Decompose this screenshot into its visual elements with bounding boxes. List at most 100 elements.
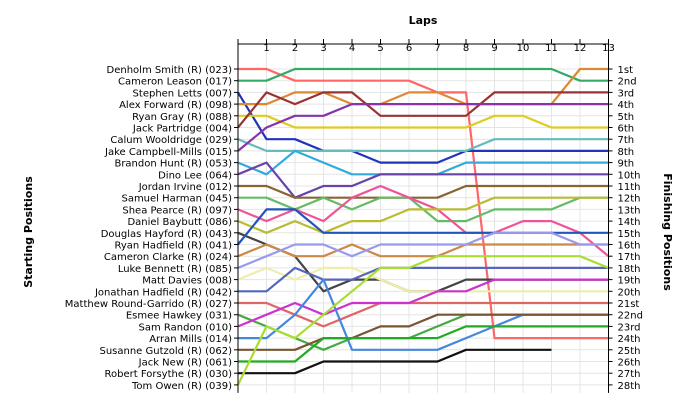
finishing-position-label: 21st — [618, 299, 640, 310]
finishing-position-label: 5th — [618, 112, 635, 123]
starting-position-labels: Denholm Smith (R) (023)Cameron Leason (0… — [65, 65, 232, 392]
lap-tick-label: 9 — [491, 43, 497, 54]
finishing-position-label: 28th — [618, 381, 641, 392]
series-line — [238, 266, 609, 293]
series-line — [237, 266, 609, 293]
driver-label: Ryan Gray (R) (088) — [132, 112, 232, 123]
driver-label: Jonathan Hadfield (R) (042) — [94, 287, 232, 298]
driver-label: Matthew Round-Garrido (R) (027) — [65, 299, 232, 310]
driver-label: Daniel Baybutt (086) — [127, 217, 232, 228]
lap-tick-label: 2 — [292, 43, 298, 54]
series-line — [238, 313, 609, 351]
driver-label: Jake Campbell-Mills (015) — [104, 147, 232, 158]
lap-tick-labels: 1 2 3 4 5 6 7 8 9 10 11 12 13 — [263, 43, 615, 54]
lap-tick-label: 10 — [517, 43, 530, 54]
finishing-position-label: 19th — [618, 276, 641, 287]
driver-label: Stephen Letts (007) — [133, 88, 233, 99]
finishing-position-label: 8th — [618, 147, 635, 158]
finishing-position-label: 16th — [618, 241, 641, 252]
series-line — [238, 114, 609, 129]
finishing-position-label: 11th — [618, 182, 641, 193]
driver-label: Luke Bennett (R) (085) — [118, 264, 232, 275]
series-lines — [237, 67, 610, 386]
series-line — [238, 184, 609, 199]
lap-tick-label: 3 — [320, 43, 326, 54]
finishing-position-label: 15th — [618, 229, 641, 240]
finishing-position-label: 2nd — [618, 77, 637, 88]
series-line — [237, 102, 609, 152]
series-line — [237, 231, 609, 269]
driver-label: Robert Forsythe (R) (030) — [105, 369, 233, 380]
driver-label: Jack New (R) (061) — [138, 358, 232, 369]
finishing-position-label: 22nd — [618, 311, 643, 322]
series-line — [238, 325, 609, 363]
lap-tick-label: 11 — [545, 43, 558, 54]
series-line — [237, 91, 609, 129]
series-line — [237, 278, 609, 328]
driver-label: Jack Partridge (004) — [132, 124, 232, 135]
series-line — [237, 255, 609, 386]
finishing-position-label: 25th — [618, 346, 641, 357]
driver-label: Cameron Leason (017) — [118, 77, 232, 88]
y-axis-title-right: Finishing Positions — [661, 173, 674, 291]
series-line — [237, 138, 609, 152]
finishing-position-label: 23rd — [618, 322, 641, 333]
series-line — [238, 301, 609, 328]
finishing-position-label: 17th — [618, 252, 641, 263]
driver-label: Samuel Harman (045) — [121, 194, 232, 205]
series-line — [237, 184, 610, 258]
finishing-position-label: 14th — [618, 217, 641, 228]
finishing-position-label: 24th — [618, 334, 641, 345]
finishing-position-label: 20th — [618, 287, 641, 298]
finishing-position-label: 27th — [618, 369, 641, 380]
driver-label: Jordan Irvine (012) — [138, 182, 232, 193]
driver-label: Ryan Hadfield (R) (041) — [114, 241, 232, 252]
driver-label: Shea Pearce (R) (097) — [122, 205, 232, 216]
axes — [234, 39, 613, 393]
lap-tick-label: 1 — [263, 43, 269, 54]
chart-title: Laps — [409, 14, 438, 27]
finishing-position-label: 3rd — [618, 88, 635, 99]
series-line — [238, 67, 609, 340]
driver-label: Dino Lee (064) — [158, 170, 232, 181]
y-axis-title-left: Starting Positions — [22, 176, 35, 288]
lap-tick-label: 4 — [349, 43, 355, 54]
lap-tick-label: 12 — [574, 43, 587, 54]
driver-label: Tom Owen (R) (039) — [131, 381, 232, 392]
driver-label: Cameron Clarke (R) (024) — [104, 252, 232, 263]
series-line — [237, 243, 609, 258]
driver-label: Alex Forward (R) (098) — [119, 100, 232, 111]
lap-tick-label: 13 — [602, 43, 615, 54]
driver-label: Esmee Hawkey (031) — [126, 311, 232, 322]
lap-tick-label: 5 — [377, 43, 383, 54]
finishing-position-labels: 1st2nd3rd4th5th6th7th8th9th10th11th12th1… — [618, 65, 643, 392]
finishing-position-label: 12th — [618, 194, 641, 205]
grid-lines — [238, 44, 609, 393]
driver-label: Denholm Smith (R) (023) — [107, 65, 233, 76]
finishing-position-label: 6th — [618, 124, 635, 135]
series-line — [238, 348, 552, 375]
lap-tick-label: 6 — [406, 43, 412, 54]
driver-label: Matt Davies (008) — [142, 276, 232, 287]
finishing-position-label: 26th — [618, 358, 641, 369]
finishing-position-label: 13th — [618, 205, 641, 216]
finishing-position-label: 10th — [618, 170, 641, 181]
finishing-position-label: 1st — [618, 65, 634, 76]
series-line — [237, 161, 609, 199]
driver-label: Sam Randon (010) — [139, 322, 233, 333]
series-line — [237, 208, 609, 246]
driver-label: Brandon Hunt (R) (053) — [114, 159, 232, 170]
series-line — [237, 91, 609, 164]
finishing-position-label: 7th — [618, 135, 635, 146]
lap-tick-label: 8 — [463, 43, 469, 54]
finishing-position-label: 4th — [618, 100, 635, 111]
finishing-position-label: 9th — [618, 159, 635, 170]
series-line — [237, 196, 609, 234]
lap-tick-label: 7 — [434, 43, 440, 54]
finishing-position-label: 18th — [618, 264, 641, 275]
driver-label: Arran Mills (014) — [149, 334, 232, 345]
driver-label: Calum Wooldridge (029) — [110, 135, 232, 146]
driver-label: Douglas Hayford (R) (043) — [101, 229, 232, 240]
